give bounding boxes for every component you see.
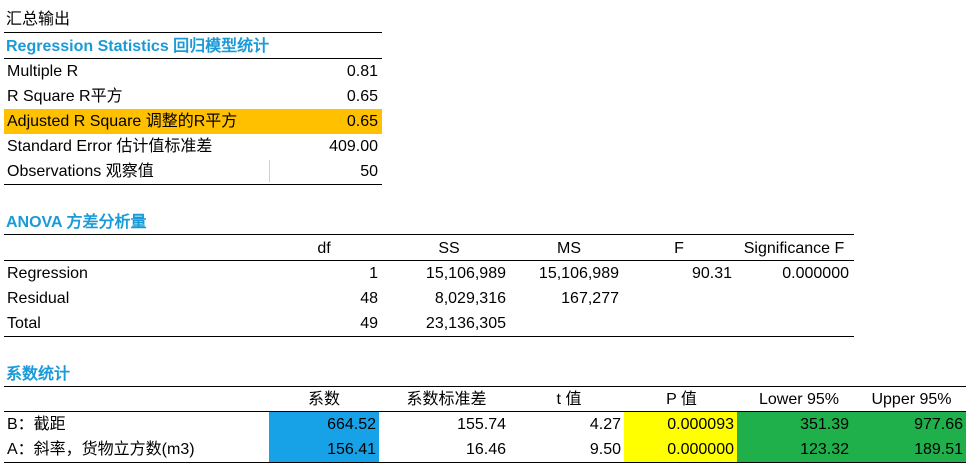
anova-row-label: Total — [7, 315, 41, 332]
coef-header-t: t 值 — [556, 391, 582, 408]
coef-t: 4.27 — [589, 416, 621, 433]
coef-value: 156.41 — [269, 437, 379, 462]
anova-header-ss: SS — [438, 240, 460, 257]
coef-row-label: A：斜率，货物立方数(m3) — [7, 441, 195, 458]
anova-row-label: Regression — [7, 265, 88, 282]
stat-label: Standard Error 估计值标准差 — [7, 138, 213, 155]
anova-f — [634, 311, 732, 336]
divider — [4, 32, 382, 33]
coef-title-text: 系数统计 — [6, 366, 71, 383]
stat-value: 409.00 — [329, 138, 378, 155]
anova-row-regression: Regression 1 15,106,989 15,106,989 90.31… — [4, 261, 854, 286]
anova-significance — [739, 311, 849, 336]
stat-value: 0.81 — [346, 63, 378, 80]
anova-header-f: F — [674, 240, 684, 257]
anova-df: 49 — [360, 315, 378, 332]
stat-label: Multiple R — [7, 63, 79, 80]
coef-p: 0.000093 — [624, 412, 737, 437]
divider — [4, 260, 854, 261]
summary-title-text: 汇总输出 — [6, 11, 71, 28]
coef-header-upper95: Upper 95% — [871, 391, 952, 408]
anova-header-row: df SS MS F Significance F — [4, 236, 854, 261]
stat-row-r-square: R Square R平方 0.65 — [4, 84, 382, 109]
anova-df: 1 — [369, 265, 378, 282]
anova-ms — [509, 311, 619, 336]
anova-ss: 8,029,316 — [434, 290, 506, 307]
stat-value: 50 — [360, 163, 378, 180]
divider — [4, 58, 382, 59]
stat-label: Observations 观察值 — [7, 163, 154, 180]
regression-statistics-header-text: Regression Statistics 回归模型统计 — [6, 38, 270, 55]
anova-df: 48 — [360, 290, 378, 307]
regression-statistics-header: Regression Statistics 回归模型统计 — [6, 34, 269, 59]
anova-significance: 0.000000 — [782, 265, 849, 282]
stat-row-standard-error: Standard Error 估计值标准差 409.00 — [4, 134, 382, 159]
anova-significance — [739, 286, 849, 311]
stat-value: 0.65 — [346, 88, 378, 105]
divider — [4, 386, 966, 387]
anova-ss: 15,106,989 — [425, 265, 506, 282]
anova-title-text: ANOVA 方差分析量 — [6, 214, 147, 231]
divider — [4, 336, 854, 337]
anova-ms: 167,277 — [561, 290, 619, 307]
coef-row-label: B：截距 — [7, 416, 66, 433]
coef-header-lower95: Lower 95% — [758, 391, 840, 408]
coef-lower: 351.39 — [800, 416, 849, 433]
divider — [4, 411, 966, 412]
anova-row-label: Residual — [7, 290, 70, 307]
coef-lower: 123.32 — [800, 441, 849, 458]
coef-value: 664.52 — [269, 412, 379, 437]
anova-header-significance-f: Significance F — [743, 240, 845, 257]
divider — [4, 184, 382, 185]
stat-row-adjusted-r-square: Adjusted R Square 调整的R平方 0.65 — [4, 109, 382, 134]
stat-row-observations: Observations 观察值 50 — [4, 159, 382, 184]
divider — [4, 234, 854, 235]
anova-row-residual: Residual 48 8,029,316 167,277 — [4, 286, 854, 311]
cell-gridline — [269, 160, 270, 182]
stat-row-multiple-r: Multiple R 0.81 — [4, 59, 382, 84]
coef-p: 0.000000 — [624, 437, 737, 462]
coef-upper: 189.51 — [914, 441, 963, 458]
anova-f: 90.31 — [691, 265, 732, 282]
coef-row-intercept: B：截距 664.52 155.74 4.27 0.000093 977.66 … — [4, 412, 966, 437]
coef-header-se: 系数标准差 — [406, 391, 487, 408]
anova-header-df: df — [317, 240, 331, 257]
coef-upper-bg: 189.51 — [737, 437, 966, 462]
divider — [4, 462, 966, 463]
coef-title: 系数统计 — [6, 362, 70, 387]
stat-label: R Square R平方 — [7, 88, 123, 105]
coef-row-slope: A：斜率，货物立方数(m3) 156.41 16.46 9.50 0.00000… — [4, 437, 966, 462]
coef-t: 9.50 — [589, 441, 621, 458]
stat-value: 0.65 — [346, 113, 378, 130]
coef-se: 16.46 — [465, 441, 506, 458]
coef-header-coef: 系数 — [307, 391, 340, 408]
anova-title: ANOVA 方差分析量 — [6, 210, 146, 235]
coef-se: 155.74 — [457, 416, 506, 433]
anova-ss: 23,136,305 — [425, 315, 506, 332]
coef-header-p: P 值 — [666, 391, 697, 408]
coef-header-row: 系数 系数标准差 t 值 P 值 Lower 95% Upper 95% — [4, 387, 966, 412]
summary-title: 汇总输出 — [6, 7, 70, 32]
anova-f — [634, 286, 732, 311]
stat-label: Adjusted R Square 调整的R平方 — [7, 113, 238, 130]
anova-row-total: Total 49 23,136,305 — [4, 311, 854, 336]
coef-upper-bg: 977.66 — [737, 412, 966, 437]
anova-ms: 15,106,989 — [538, 265, 619, 282]
anova-header-ms: MS — [557, 240, 581, 257]
coef-upper: 977.66 — [914, 416, 963, 433]
